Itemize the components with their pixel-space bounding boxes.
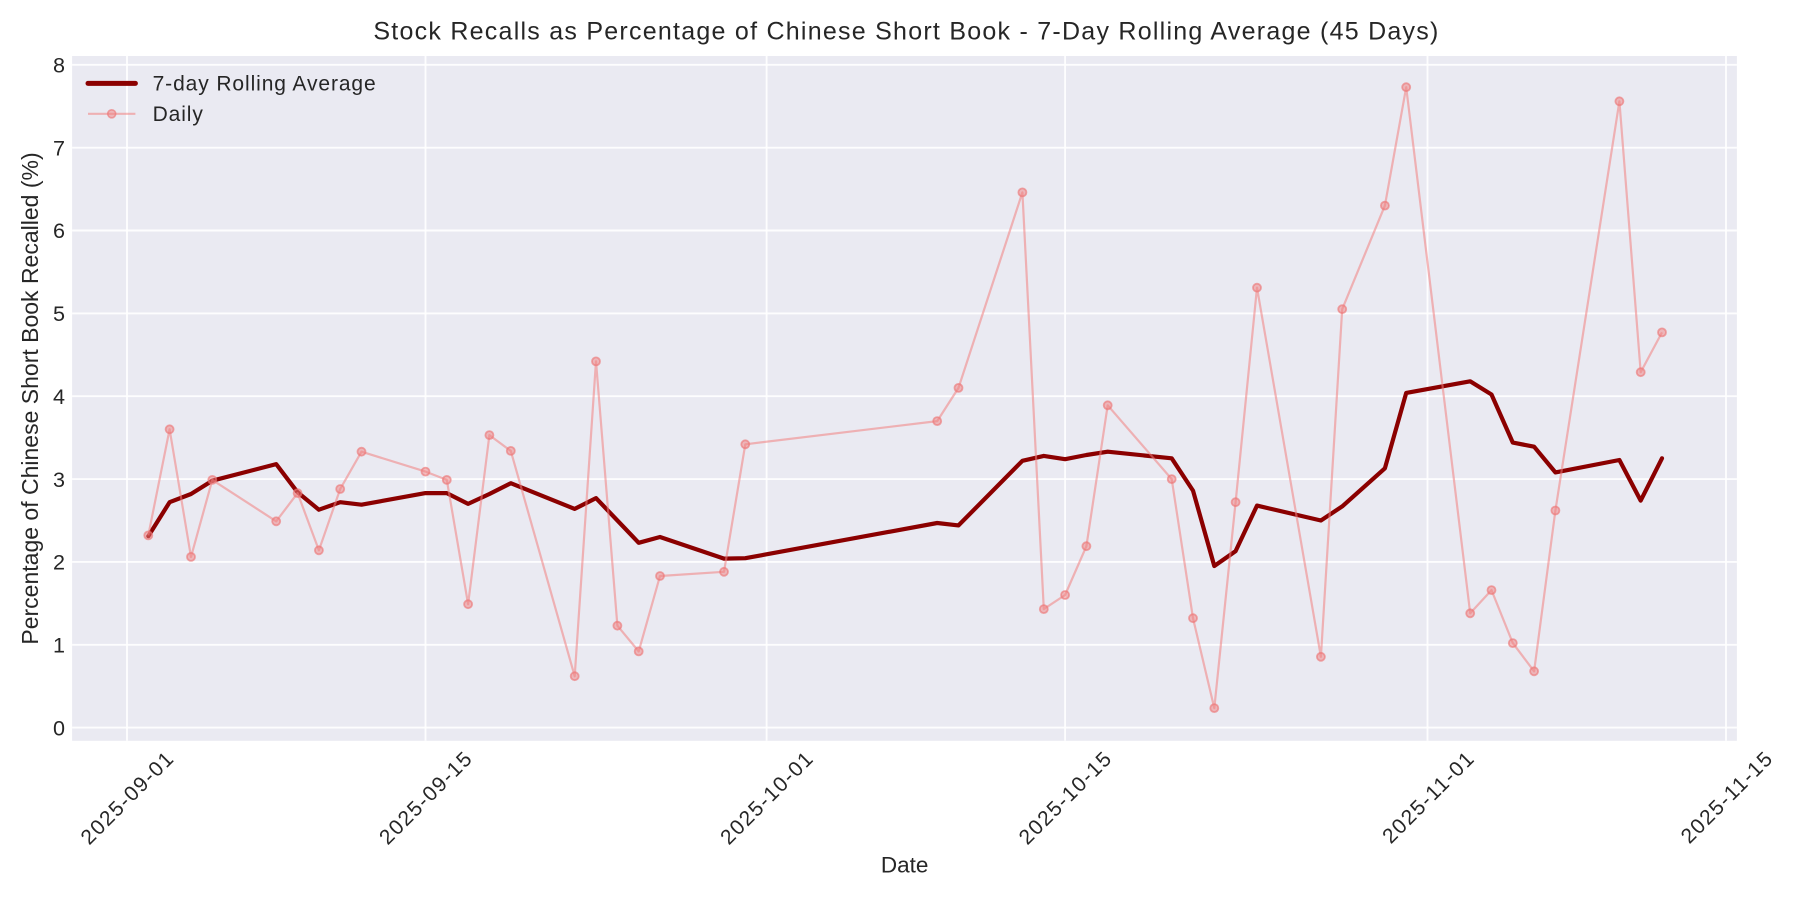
- svg-text:5: 5: [53, 301, 65, 326]
- svg-text:Percentage of Chinese Short Bo: Percentage of Chinese Short Book Recalle…: [17, 152, 43, 644]
- svg-text:Daily: Daily: [153, 103, 204, 126]
- svg-text:7: 7: [53, 135, 65, 160]
- svg-text:8: 8: [53, 53, 65, 78]
- svg-text:2: 2: [53, 550, 65, 575]
- svg-text:0: 0: [53, 715, 65, 740]
- svg-text:7-day Rolling Average: 7-day Rolling Average: [153, 73, 377, 96]
- svg-text:Date: Date: [881, 853, 929, 878]
- svg-text:Stock Recalls as Percentage of: Stock Recalls as Percentage of Chinese S…: [373, 18, 1439, 46]
- svg-text:4: 4: [53, 384, 65, 409]
- svg-text:1: 1: [53, 633, 65, 658]
- svg-text:3: 3: [53, 467, 65, 492]
- svg-text:6: 6: [53, 218, 65, 243]
